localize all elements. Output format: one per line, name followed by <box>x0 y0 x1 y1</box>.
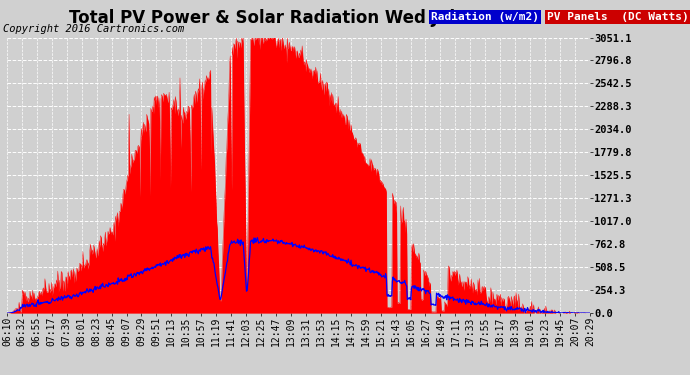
Text: Radiation (w/m2): Radiation (w/m2) <box>431 12 540 22</box>
Text: Copyright 2016 Cartronics.com: Copyright 2016 Cartronics.com <box>3 24 185 34</box>
Text: Total PV Power & Solar Radiation Wed Jul 6 20:42: Total PV Power & Solar Radiation Wed Jul… <box>69 9 531 27</box>
Text: PV Panels  (DC Watts): PV Panels (DC Watts) <box>547 12 689 22</box>
